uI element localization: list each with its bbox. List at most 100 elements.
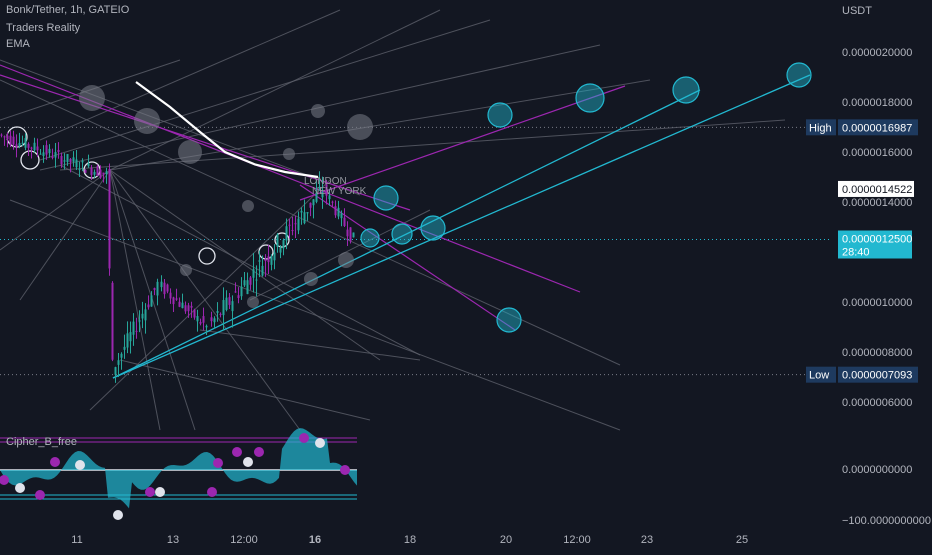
x-tick-label: 16 [309,534,321,546]
candle-body [91,168,93,175]
grey-marker-circle [134,108,160,134]
candle-body [136,331,138,332]
candle-body [301,211,303,213]
candle-body [283,240,285,248]
candle-body [268,256,270,262]
osc-signal-dot [75,460,85,470]
candle-body [52,157,54,158]
grey-marker-circle [283,148,295,160]
candle-body [121,354,123,358]
candle-body [304,212,306,223]
osc-signal-dot [232,447,242,457]
grey-marker-circle [338,252,354,268]
candle-body [70,159,72,162]
candle-body [176,298,178,299]
candle-body [256,280,258,281]
currency-label: USDT [842,5,872,17]
candle-body [223,300,225,315]
x-tick-label: 12:00 [563,534,591,546]
candle-body [106,171,108,174]
symbol-title[interactable]: Bonk/Tether, 1h, GATEIO [6,4,129,16]
y-tick-label: 0.0000008000 [842,347,912,359]
osc-signal-dot [155,487,165,497]
x-tick-label: 12:00 [230,534,258,546]
cyan-marker-circle [392,224,412,244]
candle-body [94,172,96,175]
candle-body [164,283,166,294]
candle-body [124,347,126,350]
y-tick-label: 0.0000014000 [842,197,912,209]
candle-body [151,295,153,306]
osc-tick-label: 0.0000000000 [842,464,912,476]
prev-price-badge-value: 0.0000014522 [842,184,912,196]
candle-body [16,144,18,147]
time-axis[interactable]: 11 13 12:00 16 18 20 12:00 23 25 [71,534,748,546]
osc-signal-dot [213,458,223,468]
candle-body [22,143,24,144]
candle-body [280,248,282,253]
candle-body [88,163,90,166]
candle-body [10,136,12,145]
low-badge-value: 0.0000007093 [842,370,912,382]
candle-body [157,282,159,296]
candle-body [103,173,105,175]
candle-body [211,317,213,321]
candle-body [247,280,249,294]
candle-body [344,218,346,226]
candle-body [229,297,231,305]
candle-body [118,360,120,365]
candle-body [350,227,352,241]
indicator-ema[interactable]: EMA [6,38,30,50]
candle-body [170,293,172,299]
candle-body [203,316,205,323]
candle-body [13,137,15,145]
cyan-marker-circle [488,103,512,127]
candle-body [25,138,27,148]
candle-body [31,148,33,149]
candle-body [298,219,300,231]
osc-signal-dot [15,483,25,493]
candle-body [259,260,261,262]
osc-signal-dot [145,487,155,497]
candle-body [145,309,147,320]
candle-body [253,269,255,278]
candle-body [188,305,190,311]
cyan-marker-circle [361,229,379,247]
candle-body [85,170,87,173]
candle-body [295,223,297,224]
y-tick-label: 0.0000018000 [842,97,912,109]
candle-body [7,136,9,139]
candle-body [244,280,246,285]
candle-body [133,322,135,335]
candle-body [79,169,81,170]
y-tick-label: 0.0000020000 [842,47,912,59]
oscillator-title[interactable]: Cipher_B_free [6,436,77,448]
candle-body [130,332,132,341]
x-tick-label: 25 [736,534,748,546]
osc-signal-dot [113,510,123,520]
candle-body [238,295,240,298]
osc-signal-dot [315,438,325,448]
x-tick-label: 23 [641,534,653,546]
y-tick-label: 0.0000016000 [842,147,912,159]
candle-body [112,283,114,360]
indicator-traders-reality[interactable]: Traders Reality [6,22,80,34]
candle-body [19,143,21,146]
candle-body [179,302,181,307]
cyan-marker-circle [787,63,811,87]
candle-body [286,226,288,240]
candle-body [73,157,75,161]
high-badge-value: 0.0000016987 [842,122,912,134]
grey-marker-circle [304,272,318,286]
candle-body [173,297,175,304]
candle-body [332,202,334,203]
candle-body [232,301,234,311]
osc-tick-label: −100.0000000000 [842,515,931,527]
candle-body [341,213,343,218]
candle-body [347,230,349,237]
osc-signal-dot [299,433,309,443]
osc-signal-dot [243,457,253,467]
candle-body [46,145,48,154]
